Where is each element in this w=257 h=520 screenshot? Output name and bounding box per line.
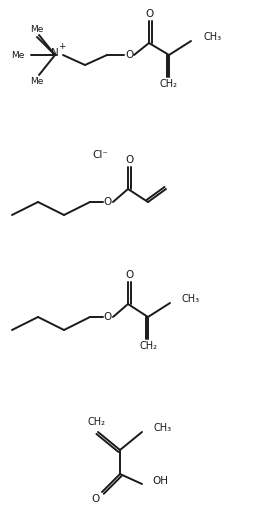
Text: O: O (125, 155, 133, 165)
Text: Me: Me (11, 50, 24, 59)
Text: OH: OH (152, 476, 168, 486)
Text: O: O (104, 312, 112, 322)
Text: CH₃: CH₃ (182, 294, 200, 304)
Text: CH₂: CH₂ (87, 417, 105, 427)
Text: Me: Me (30, 24, 44, 33)
Text: N: N (51, 48, 59, 58)
Text: CH₂: CH₂ (160, 79, 178, 89)
Text: O: O (146, 9, 154, 19)
Text: O: O (125, 270, 133, 280)
Text: CH₃: CH₃ (203, 32, 221, 42)
Text: CH₃: CH₃ (154, 423, 172, 433)
Text: O: O (104, 197, 112, 207)
Text: CH₂: CH₂ (139, 341, 157, 351)
Text: Me: Me (30, 76, 44, 85)
Text: O: O (91, 494, 99, 504)
Text: O: O (125, 50, 133, 60)
Text: Cl⁻: Cl⁻ (92, 150, 108, 160)
Text: +: + (58, 42, 66, 50)
